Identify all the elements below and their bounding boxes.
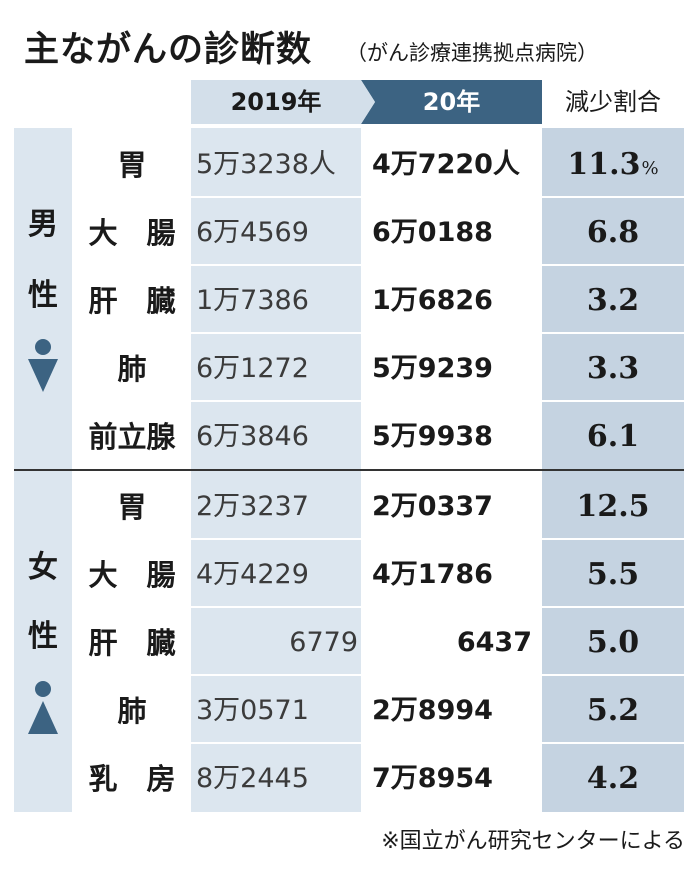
rate-value: 11.3 bbox=[567, 147, 641, 182]
value-2019: 6万4569 bbox=[196, 217, 309, 248]
page-subtitle: （がん診療連携拠点病院） bbox=[346, 41, 598, 65]
decrease-rate: 5.0 bbox=[586, 625, 640, 660]
value-2020: 6437 bbox=[456, 627, 532, 658]
table-row: 胃 5万3238人 4万7220人 11.3% bbox=[0, 131, 699, 199]
header-rate: 減少割合 bbox=[565, 88, 661, 116]
site-name: 胃 bbox=[117, 490, 147, 524]
value-2020: 5万9938 bbox=[372, 421, 493, 452]
value-2020: 2万0337 bbox=[372, 491, 493, 522]
decrease-rate: 3.2 bbox=[586, 283, 640, 318]
decrease-rate: 4.2 bbox=[586, 761, 640, 796]
value-2020: 5万9239 bbox=[372, 353, 493, 384]
value-2020: 7万8954 bbox=[372, 763, 493, 794]
rate-unit: % bbox=[641, 158, 659, 179]
site-name: 前立腺 bbox=[88, 420, 176, 454]
site-name: 肺 bbox=[117, 352, 147, 386]
male-label-1: 男 bbox=[28, 207, 58, 242]
value-2019: 5万3238人 bbox=[196, 149, 336, 180]
female-label-1: 女 bbox=[28, 550, 58, 585]
row-separator bbox=[72, 674, 684, 676]
decrease-rate: 5.5 bbox=[586, 557, 640, 592]
site-name: 肝 臓 bbox=[88, 626, 176, 660]
sex-divider bbox=[14, 469, 684, 471]
row-separator bbox=[72, 742, 684, 744]
decrease-rate: 3.3 bbox=[586, 351, 640, 386]
value-2020: 6万0188 bbox=[372, 217, 493, 248]
row-separator bbox=[72, 538, 684, 540]
row-separator bbox=[72, 400, 684, 402]
value-2019: 2万3237 bbox=[196, 491, 309, 522]
site-name: 大 腸 bbox=[88, 216, 176, 250]
site-name: 肺 bbox=[117, 694, 147, 728]
site-name: 大 腸 bbox=[88, 558, 176, 592]
value-2019: 1万7386 bbox=[196, 285, 309, 316]
table-row: 肝 臓 1万7386 1万6826 3.2 bbox=[0, 267, 699, 335]
table-row: 大 腸 6万4569 6万0188 6.8 bbox=[0, 199, 699, 267]
header-2020: 20年 bbox=[361, 80, 542, 124]
row-separator bbox=[72, 196, 684, 198]
value-2020: 2万8994 bbox=[372, 695, 493, 726]
site-name: 乳 房 bbox=[88, 762, 176, 796]
male-figure-icon bbox=[28, 339, 58, 392]
table-row: 前立腺 6万3846 5万9938 6.1 bbox=[0, 403, 699, 471]
table-row: 大 腸 4万4229 4万1786 5.5 bbox=[0, 541, 699, 609]
female-label-2: 性 bbox=[28, 619, 58, 654]
decrease-rate: 6.1 bbox=[586, 419, 640, 454]
header-2019: 2019年 bbox=[191, 80, 361, 124]
site-name: 胃 bbox=[117, 148, 147, 182]
site-name: 肝 臓 bbox=[88, 284, 176, 318]
header-arrow-icon bbox=[361, 80, 375, 124]
row-separator bbox=[72, 606, 684, 608]
decrease-rate: 11.3% bbox=[542, 131, 684, 199]
table-row: 乳 房 8万2445 7万8954 4.2 bbox=[0, 745, 699, 813]
table-row: 肺 6万1272 5万9239 3.3 bbox=[0, 335, 699, 403]
row-separator bbox=[72, 264, 684, 266]
value-2019: 8万2445 bbox=[196, 763, 309, 794]
female-figure-icon bbox=[28, 681, 58, 734]
value-2020: 4万1786 bbox=[372, 559, 493, 590]
male-label-2: 性 bbox=[28, 278, 58, 313]
decrease-rate: 6.8 bbox=[586, 215, 640, 250]
value-2019: 4万4229 bbox=[196, 559, 309, 590]
table-row: 肺 3万0571 2万8994 5.2 bbox=[0, 677, 699, 745]
value-2019: 6万1272 bbox=[196, 353, 309, 384]
value-2020: 4万7220人 bbox=[372, 149, 520, 180]
page-title: 主ながんの診断数 bbox=[24, 30, 313, 70]
table-row: 肝 臓 6779 6437 5.0 bbox=[0, 609, 699, 677]
decrease-rate: 5.2 bbox=[586, 693, 640, 728]
source-footnote: ※国立がん研究センターによる bbox=[381, 829, 685, 854]
value-2020: 1万6826 bbox=[372, 285, 493, 316]
decrease-rate: 12.5 bbox=[576, 489, 650, 524]
table-row: 胃 2万3237 2万0337 12.5 bbox=[0, 473, 699, 541]
value-2019: 6779 bbox=[289, 627, 358, 658]
value-2019: 3万0571 bbox=[196, 695, 309, 726]
value-2019: 6万3846 bbox=[196, 421, 309, 452]
row-separator bbox=[72, 332, 684, 334]
